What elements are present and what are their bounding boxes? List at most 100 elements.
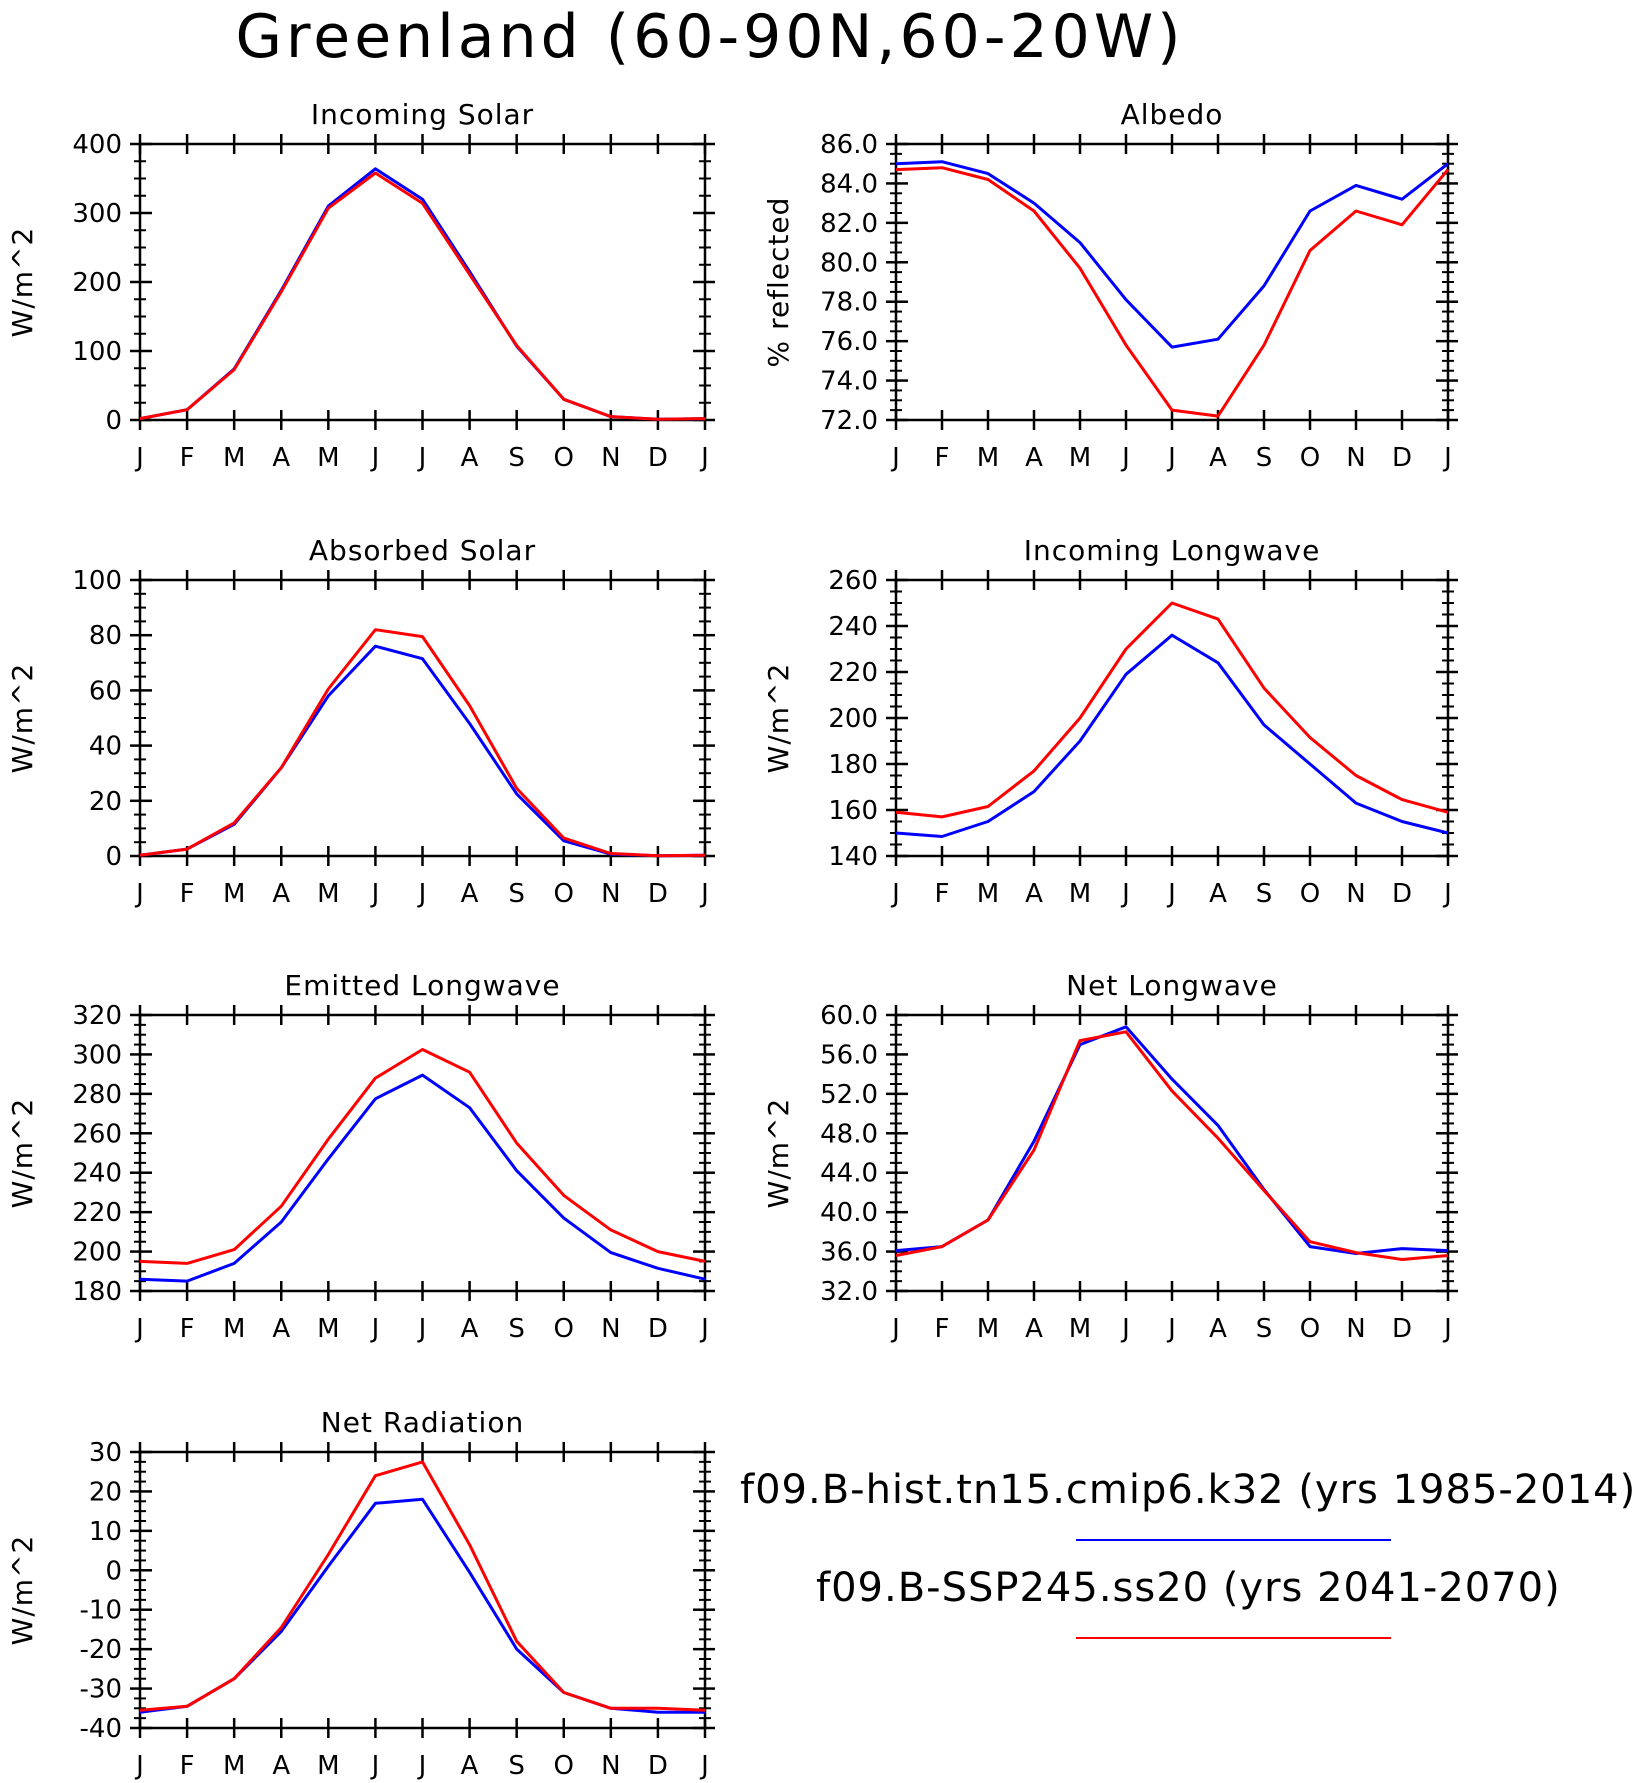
y-tick-label: 74.0 <box>820 367 878 397</box>
plot-frame <box>894 1013 1450 1293</box>
x-tick-label: J <box>1120 443 1130 473</box>
y-tick-label: 400 <box>72 130 122 160</box>
y-tick-label: 76.0 <box>820 327 878 357</box>
x-tick-label: D <box>648 1751 668 1781</box>
x-tick-label: M <box>223 443 245 473</box>
x-tick-label: A <box>1209 443 1227 473</box>
y-tick-label: 220 <box>828 658 878 688</box>
series-line-1 <box>895 1025 1449 1255</box>
y-tick-label: 100 <box>72 566 122 596</box>
chart-title: Net Longwave <box>1066 969 1278 1002</box>
x-tick-label: J <box>890 879 900 909</box>
x-tick-label: A <box>1025 879 1043 909</box>
y-tick-label: 48.0 <box>820 1119 878 1149</box>
x-tick-label: S <box>1256 443 1273 473</box>
x-tick-label: J <box>1120 1314 1130 1344</box>
y-axis-label: W/m^2 <box>6 1098 39 1209</box>
x-tick-label: A <box>272 1314 290 1344</box>
y-tick-label: 100 <box>72 337 122 367</box>
x-tick-label: M <box>977 879 999 909</box>
y-tick-label: 300 <box>72 199 122 229</box>
y-tick-label: 320 <box>72 1001 122 1031</box>
x-tick-label: J <box>1442 1314 1452 1344</box>
x-tick-label: A <box>461 1751 479 1781</box>
x-tick-label: M <box>977 443 999 473</box>
plot-frame <box>894 578 1450 858</box>
y-tick-label: 200 <box>72 1238 122 1268</box>
x-tick-label: O <box>554 1314 574 1344</box>
x-tick-label: F <box>180 1751 195 1781</box>
x-tick-label: D <box>1392 443 1412 473</box>
x-tick-label: A <box>272 879 290 909</box>
y-axis-label: W/m^2 <box>6 663 39 774</box>
x-tick-label: J <box>1166 879 1176 909</box>
y-tick-label: 160 <box>828 796 878 826</box>
x-tick-label: D <box>648 879 668 909</box>
x-tick-label: J <box>134 1314 144 1344</box>
y-tick-label: 44.0 <box>820 1159 878 1189</box>
y-tick-label: -30 <box>80 1675 122 1705</box>
y-tick-label: 78.0 <box>820 288 878 318</box>
series-line-1 <box>895 633 1449 838</box>
legend-label-2: f09.B-SSP245.ss20 (yrs 2041-2070) <box>816 1565 1561 1611</box>
x-tick-label: J <box>1442 443 1452 473</box>
chart-title: Net Radiation <box>321 1406 524 1439</box>
plot-frame <box>894 142 1450 422</box>
y-tick-label: 280 <box>72 1080 122 1110</box>
y-tick-label: 260 <box>72 1119 122 1149</box>
y-tick-label: 86.0 <box>820 130 878 160</box>
x-tick-label: J <box>370 1751 380 1781</box>
chart-panel-2: J F M A M J J A S O N D J72.074.076.078.080.082.084.… <box>762 98 1458 473</box>
y-axis-label: W/m^2 <box>762 1098 795 1209</box>
x-tick-label: S <box>508 1314 525 1344</box>
y-tick-label: 220 <box>72 1198 122 1228</box>
y-tick-label: 0 <box>105 406 122 436</box>
x-tick-label: D <box>1392 1314 1412 1344</box>
x-tick-label: M <box>977 1314 999 1344</box>
y-tick-label: 260 <box>828 566 878 596</box>
x-tick-label: J <box>134 879 144 909</box>
series-line-2 <box>895 1030 1449 1261</box>
plot-frame <box>138 578 707 858</box>
x-tick-label: J <box>699 443 709 473</box>
x-tick-label: J <box>1166 1314 1176 1344</box>
x-tick-label: J <box>890 443 900 473</box>
y-tick-label: 72.0 <box>820 406 878 436</box>
x-tick-label: M <box>317 1751 339 1781</box>
y-tick-label: 52.0 <box>820 1080 878 1110</box>
y-tick-label: 180 <box>72 1277 122 1307</box>
y-tick-label: 60.0 <box>820 1001 878 1031</box>
x-tick-label: M <box>223 1314 245 1344</box>
x-tick-label: M <box>317 443 339 473</box>
x-tick-label: A <box>461 1314 479 1344</box>
legend-line-2 <box>1076 1637 1391 1639</box>
y-tick-label: -20 <box>80 1635 122 1665</box>
y-tick-label: 80 <box>89 621 122 651</box>
series-line-1 <box>895 160 1449 349</box>
x-tick-label: J <box>699 1314 709 1344</box>
y-axis-label: % reflected <box>762 197 795 368</box>
y-tick-label: 84.0 <box>820 169 878 199</box>
y-tick-label: -10 <box>80 1596 122 1626</box>
series-line-2 <box>139 1048 706 1265</box>
y-tick-label: 180 <box>828 750 878 780</box>
x-tick-label: F <box>935 443 950 473</box>
x-tick-label: S <box>1256 1314 1273 1344</box>
y-tick-label: 140 <box>828 842 878 872</box>
x-tick-label: J <box>134 1751 144 1781</box>
x-tick-label: O <box>1300 879 1320 909</box>
x-tick-label: M <box>223 1751 245 1781</box>
x-tick-label: A <box>1025 443 1043 473</box>
y-tick-label: 200 <box>72 268 122 298</box>
x-tick-label: F <box>935 879 950 909</box>
x-tick-label: S <box>508 443 525 473</box>
y-tick-label: 40 <box>89 732 122 762</box>
x-tick-label: S <box>508 879 525 909</box>
x-tick-label: J <box>699 879 709 909</box>
x-tick-label: A <box>1209 879 1227 909</box>
y-tick-label: 20 <box>89 1477 122 1507</box>
series-line-1 <box>139 1497 705 1714</box>
